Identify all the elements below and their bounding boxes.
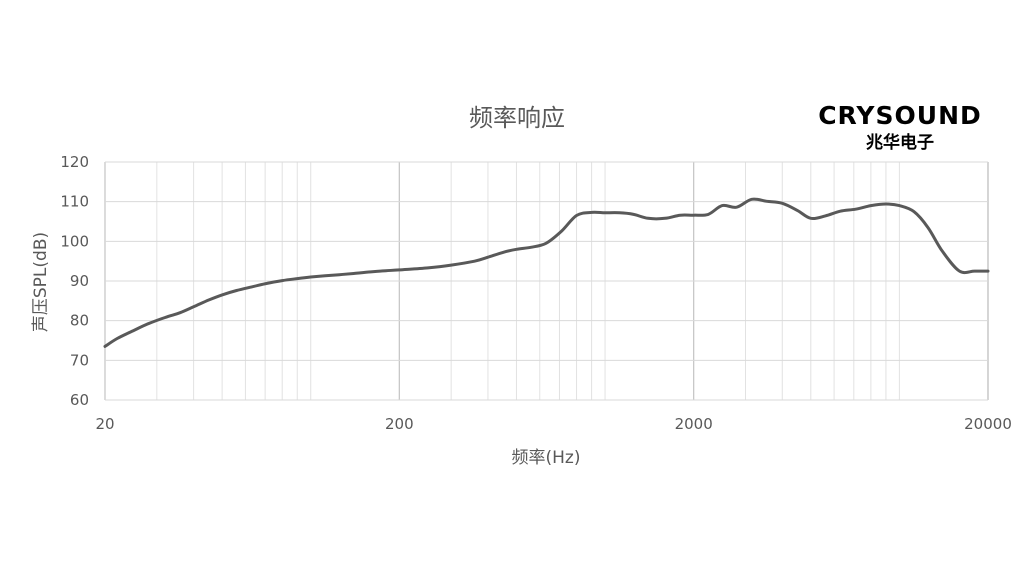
y-tick-label: 90 <box>70 272 89 290</box>
x-tick-label: 2000 <box>675 415 713 433</box>
y-tick-label: 100 <box>60 232 89 250</box>
y-tick-label: 60 <box>70 391 89 409</box>
y-tick-label: 110 <box>60 193 89 211</box>
y-tick-label: 120 <box>60 153 89 171</box>
x-axis-ticks: 20 200 2000 20000 <box>95 415 1011 433</box>
chart-title: 频率响应 <box>469 104 565 132</box>
y-tick-label: 70 <box>70 351 89 369</box>
y-axis-title: 声压SPL(dB) <box>31 232 51 332</box>
logo-brand: CRYSOUND <box>818 101 982 130</box>
logo-subtitle: 兆华电子 <box>866 132 934 153</box>
x-tick-label: 20 <box>95 415 114 433</box>
series-layer <box>103 197 990 348</box>
y-axis-ticks: 60 70 80 90 100 110 120 <box>60 153 89 409</box>
grid <box>104 161 989 401</box>
x-axis-title: 频率(Hz) <box>512 448 581 468</box>
x-tick-label: 20000 <box>964 415 1012 433</box>
crysound-logo: CRYSOUND 兆华电子 <box>818 101 982 153</box>
series-line <box>103 197 990 348</box>
y-tick-label: 80 <box>70 312 89 330</box>
x-tick-label: 200 <box>385 415 414 433</box>
